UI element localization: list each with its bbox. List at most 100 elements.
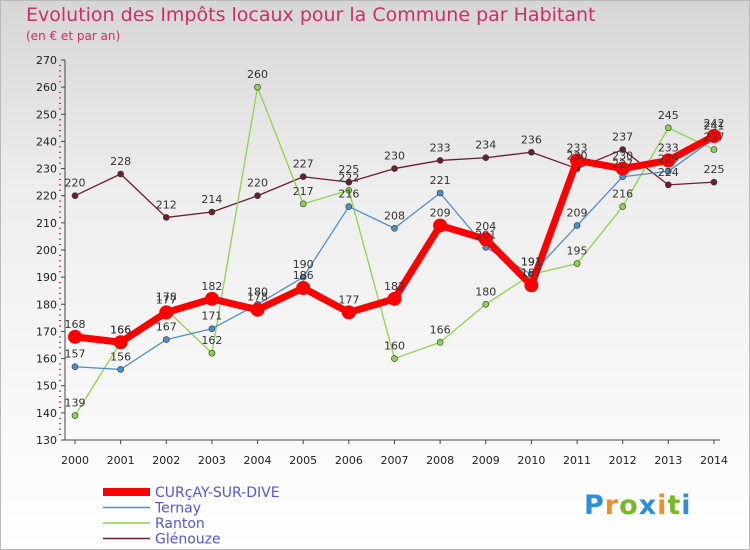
data-label: 214 [201,193,222,206]
data-label: 157 [65,348,86,361]
logo-letter: t [667,490,682,521]
y-tick-label: 240 [36,135,57,148]
data-point [71,192,79,200]
data-label: 237 [612,131,633,144]
data-point [573,222,581,229]
data-point [254,192,261,200]
y-tick-label: 200 [36,244,57,257]
data-point [162,214,170,221]
data-label: 187 [521,266,542,279]
y-tick-label: 150 [36,380,57,393]
data-point [665,167,672,175]
data-label: 241 [703,120,724,133]
data-label: 225 [338,163,359,176]
x-tick-label: 2014 [700,454,728,467]
data-label: 230 [612,150,633,163]
x-tick-label: 2003 [198,454,226,467]
data-point [391,224,398,232]
data-label: 216 [338,188,359,201]
y-tick-label: 210 [36,217,57,230]
data-point [528,148,535,156]
data-label: 195 [567,245,588,258]
data-label: 178 [156,291,177,304]
data-point [113,335,128,350]
y-tick-label: 220 [36,190,57,203]
logo-letter: o [619,490,639,521]
data-label: 233 [658,141,679,154]
y-tick-label: 250 [36,108,57,121]
data-point [710,146,718,153]
data-label: 220 [247,177,268,190]
chart-subtitle: (en € et par an) [26,29,121,43]
data-point [254,83,261,91]
data-label: 233 [430,141,451,154]
data-point [573,260,581,267]
data-label: 221 [430,174,451,187]
data-label: 180 [247,285,268,298]
x-tick-label: 2001 [107,454,135,467]
data-label: 227 [612,158,633,171]
data-label: 237 [703,131,724,144]
data-label: 236 [521,133,542,146]
data-label: 177 [338,293,359,306]
data-point [68,329,82,344]
data-point [341,305,356,320]
y-tick-label: 260 [36,81,57,94]
data-label: 230 [567,150,588,163]
data-point [162,336,170,343]
data-label: 201 [475,228,496,241]
y-tick-label: 190 [36,271,57,284]
legend-label: Ternay [154,501,201,517]
x-tick-label: 2005 [289,454,317,467]
series-layer [68,83,721,419]
data-point [208,325,216,333]
data-point [299,173,307,181]
x-tick-label: 2002 [152,454,180,467]
legend-label: CURçAY-SUR-DIVE [155,485,280,501]
data-label: 260 [247,68,268,81]
data-point [71,412,79,419]
data-label: 160 [384,340,405,353]
chart-title: Evolution des Impôts locaux pour la Comm… [26,4,596,26]
data-point [250,302,265,317]
data-label: 162 [201,334,222,347]
data-label: 166 [430,323,451,336]
data-label: 167 [156,321,177,334]
data-point [619,203,626,210]
data-label: 216 [612,188,633,201]
data-point [436,189,444,197]
y-tick-label: 180 [36,298,57,311]
data-label: 234 [475,139,496,152]
x-tick-label: 2004 [244,454,272,467]
data-point [661,153,676,168]
data-point [570,153,585,168]
data-point [345,178,353,186]
data-label: 191 [521,255,542,268]
data-label: 209 [430,207,451,220]
data-point [615,161,630,176]
data-label: 166 [110,323,131,336]
data-point [524,278,539,293]
x-tick-label: 2011 [563,454,591,467]
data-point [159,305,174,320]
data-point [710,178,718,186]
data-point [482,154,490,162]
y-tick-label: 170 [36,325,57,338]
x-tick-label: 2010 [517,454,545,467]
data-point [387,291,402,306]
data-label: 233 [567,141,588,154]
y-tick-label: 140 [36,407,57,420]
data-label: 139 [65,397,86,410]
y-tick-label: 130 [36,434,57,447]
data-label: 182 [384,280,405,293]
legend-label: Ranton [155,516,205,532]
data-point [482,300,490,308]
data-point [391,355,398,362]
data-label: 182 [201,280,222,293]
data-point [208,349,216,357]
data-point [345,186,353,194]
data-point [117,170,124,178]
